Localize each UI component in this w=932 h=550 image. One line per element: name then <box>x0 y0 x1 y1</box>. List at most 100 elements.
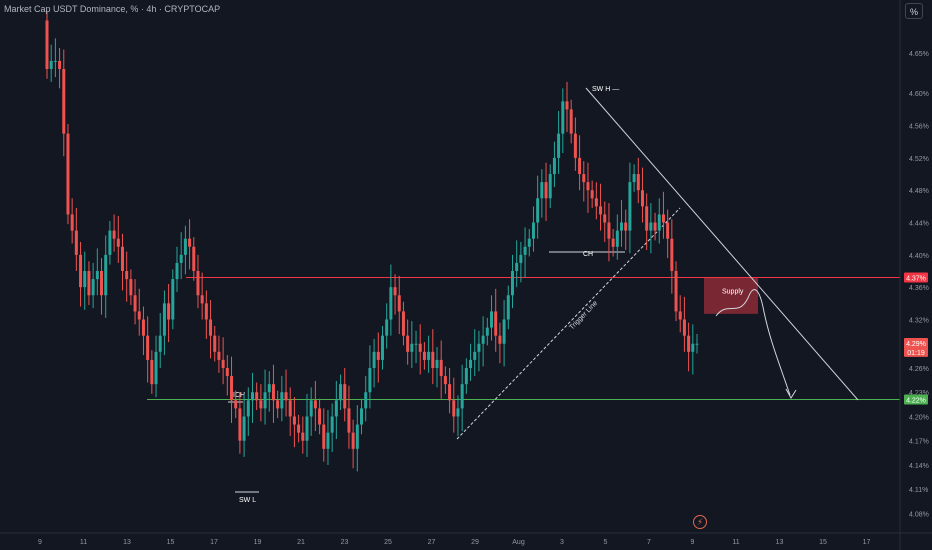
candle-body <box>230 376 234 401</box>
bear-candle <box>288 387 292 436</box>
bear-candle <box>141 306 145 356</box>
candle-body <box>469 359 473 368</box>
candle-body <box>183 238 187 255</box>
candle-body <box>569 109 573 134</box>
candle-body <box>464 367 468 385</box>
bear-candle <box>221 337 225 385</box>
candle-body <box>527 238 531 247</box>
percent-scale-button[interactable]: % <box>905 3 923 19</box>
candle-body <box>502 319 506 344</box>
bull-candle <box>380 325 384 370</box>
bull-candle <box>162 290 166 356</box>
candle-body <box>313 400 317 409</box>
bull-candle <box>339 374 343 411</box>
bear-candle <box>661 191 665 239</box>
candle-body <box>137 311 141 320</box>
candle-body <box>200 295 204 304</box>
price-tick-label: 4.32% <box>909 318 929 325</box>
descending-trendline[interactable] <box>585 87 859 401</box>
candle-body <box>448 384 452 401</box>
price-tick-label: 4.20% <box>909 414 929 421</box>
bear-candle <box>624 209 628 251</box>
bear-candle <box>238 392 242 454</box>
candle-body <box>548 174 552 199</box>
bear-candle <box>439 340 443 399</box>
candle-body <box>238 408 242 441</box>
bull-candle <box>179 232 183 280</box>
bear-candle <box>120 233 124 291</box>
projected-path <box>715 289 791 396</box>
candle-body <box>322 424 326 449</box>
candle-body <box>309 400 313 417</box>
candle-body <box>452 400 456 417</box>
bear-candle <box>318 398 322 435</box>
candle-body <box>561 101 565 134</box>
candle-body <box>376 351 380 360</box>
bear-candle <box>297 414 301 443</box>
candle-body <box>397 295 401 312</box>
price-axis[interactable]: 4.65% 4.60% 4.56% 4.52% 4.48% 4.44% 4.40% 4.36%… <box>909 51 929 519</box>
time-tick-label: 21 <box>297 539 305 546</box>
price-tick-label: 4.40% <box>909 253 929 260</box>
bull-candle <box>460 364 464 432</box>
candle-body <box>79 254 83 288</box>
bear-candle <box>292 397 296 448</box>
price-tick-label: 4.26% <box>909 366 929 373</box>
candle-body <box>116 238 120 247</box>
bull-candle <box>250 372 254 423</box>
time-axis[interactable]: 9 11 13 15 17 19 21 23 25 27 29 Aug 3 5 7 9 11 13 15 17 <box>38 539 870 546</box>
ich-label: ICH <box>233 392 245 399</box>
candle-body <box>393 287 397 296</box>
bear-candle <box>213 325 217 362</box>
trigger-trendline[interactable] <box>456 207 681 440</box>
time-tick-label: 9 <box>691 539 695 546</box>
time-tick-label: 7 <box>647 539 651 546</box>
swing-low-label: SW L <box>239 497 256 504</box>
time-tick-label: 13 <box>123 539 131 546</box>
bear-candle <box>276 390 280 419</box>
bear-candle <box>569 99 573 144</box>
bull-candle <box>280 376 284 422</box>
bear-candle <box>196 254 200 309</box>
candle-body <box>343 384 347 409</box>
bear-candle <box>653 212 657 241</box>
candle-body <box>292 416 296 425</box>
candle-body <box>380 335 384 360</box>
candle-body <box>531 222 535 239</box>
bull-candle <box>536 175 540 239</box>
bull-candle <box>410 321 414 368</box>
bear-candle <box>578 135 582 191</box>
bear-candle <box>87 261 91 305</box>
candle-body <box>87 271 91 296</box>
candle-body <box>242 416 246 441</box>
candle-body <box>599 206 603 215</box>
price-tick-label: 4.08% <box>909 511 929 518</box>
bear-candle <box>301 416 305 454</box>
candle-body <box>171 279 175 320</box>
candle-body <box>422 351 426 360</box>
price-tick-label: 4.48% <box>909 188 929 195</box>
candle-body <box>297 424 301 433</box>
candle-body <box>125 271 129 280</box>
lightning-icon[interactable]: ⚡ <box>693 515 707 529</box>
candle-body <box>95 271 99 280</box>
candle-body <box>418 343 422 352</box>
bear-candle <box>271 364 275 423</box>
bear-candle <box>347 385 351 449</box>
candle-body <box>259 400 263 409</box>
bear-candle <box>443 366 447 394</box>
bull-candle <box>91 262 95 309</box>
candle-body <box>162 303 166 336</box>
bear-candle <box>448 367 452 414</box>
bull-candle <box>649 203 653 254</box>
bear-candle <box>397 275 401 335</box>
candle-body <box>506 295 510 320</box>
candle-body <box>154 351 158 385</box>
price-badge-label: 01:19 <box>907 350 925 357</box>
bear-candle <box>150 350 154 394</box>
candle-body <box>339 384 343 401</box>
bear-candle <box>422 342 426 370</box>
bull-candle <box>628 162 632 254</box>
candle-body <box>624 222 628 231</box>
